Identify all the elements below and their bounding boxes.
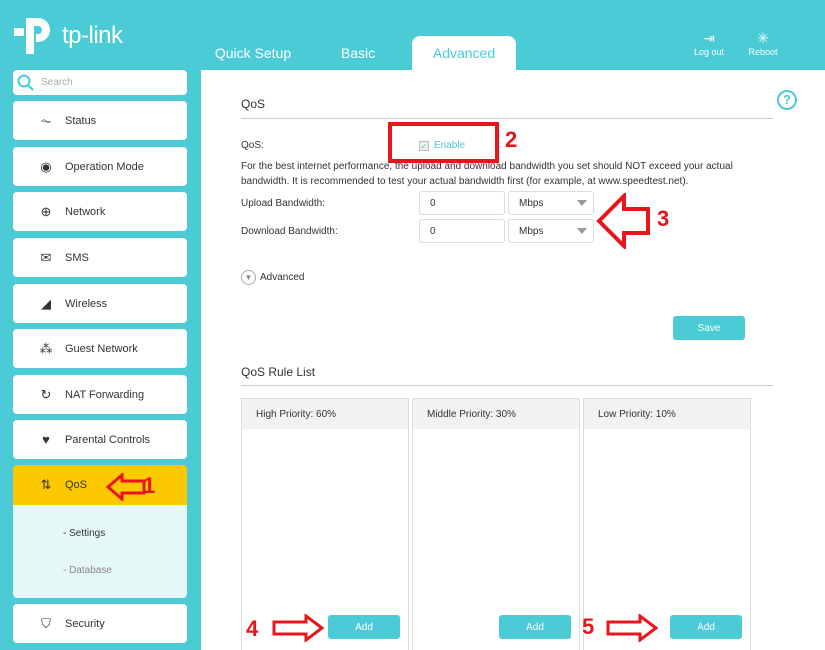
sidebar-item-status[interactable]: ⏦ Status bbox=[13, 101, 187, 140]
wifi-icon: ◢ bbox=[41, 295, 51, 311]
reboot-button[interactable]: ✳ Reboot bbox=[738, 30, 788, 57]
add-low-priority-button[interactable]: Add bbox=[670, 615, 742, 639]
low-priority-column: Low Priority: 10% bbox=[583, 398, 751, 650]
advanced-toggle[interactable]: ▼ Advanced bbox=[241, 270, 304, 285]
submenu-database[interactable]: - Database bbox=[63, 565, 112, 576]
reboot-icon: ✳ bbox=[757, 30, 769, 46]
qos-section-title: QoS bbox=[241, 97, 266, 111]
sidebar-item-nat-forwarding[interactable]: ↻ NAT Forwarding bbox=[13, 375, 187, 414]
high-priority-column: High Priority: 60% bbox=[241, 398, 409, 650]
search-input[interactable]: Search bbox=[13, 70, 187, 95]
download-unit-select[interactable]: Mbps bbox=[508, 219, 594, 243]
note-line-2: bandwidth. It is recommended to test you… bbox=[241, 176, 689, 187]
toggle-icon: ◉ bbox=[40, 158, 52, 174]
note-line-1: For the best internet performance, the u… bbox=[241, 161, 733, 172]
up-down-arrows-icon: ⇅ bbox=[40, 477, 52, 492]
qos-submenu: - Settings - Database bbox=[13, 505, 187, 598]
heart-icon: ♥ bbox=[42, 432, 50, 447]
tab-basic[interactable]: Basic bbox=[340, 45, 376, 61]
main-panel bbox=[201, 70, 825, 650]
annotation-1: 1 bbox=[143, 473, 156, 498]
annotation-2: 2 bbox=[505, 127, 518, 152]
tp-link-logo: tp-link bbox=[12, 15, 172, 57]
tab-advanced[interactable]: Advanced bbox=[412, 36, 516, 70]
logout-icon: ⇥ bbox=[703, 30, 715, 46]
shield-icon: ⛉ bbox=[41, 615, 51, 631]
sidebar-item-operation-mode[interactable]: ◉ Operation Mode bbox=[13, 147, 187, 186]
globe-icon: ⊕ bbox=[40, 203, 52, 219]
annotation-arrow-3 bbox=[596, 193, 650, 249]
chevron-down-icon bbox=[577, 228, 587, 234]
sidebar-item-sms[interactable]: ✉ SMS bbox=[13, 238, 187, 277]
annotation-box-2 bbox=[388, 122, 499, 163]
annotation-3: 3 bbox=[657, 206, 670, 231]
sidebar-item-parental-controls[interactable]: ♥ Parental Controls bbox=[13, 420, 187, 459]
annotation-5: 5 bbox=[582, 614, 595, 639]
chevron-down-icon: ▼ bbox=[241, 270, 256, 285]
help-icon[interactable]: ? bbox=[777, 90, 797, 110]
annotation-arrow-1 bbox=[106, 473, 146, 501]
envelope-icon: ✉ bbox=[40, 249, 52, 265]
nat-icon: ↻ bbox=[40, 386, 52, 402]
sidebar-item-network[interactable]: ⊕ Network bbox=[13, 192, 187, 231]
guests-icon: ⁂ bbox=[39, 340, 53, 356]
middle-priority-column: Middle Priority: 30% bbox=[412, 398, 580, 650]
download-bandwidth-input[interactable]: 0 bbox=[419, 219, 505, 243]
sidebar-item-qos[interactable]: ⇅ QoS bbox=[13, 465, 187, 505]
qos-label: QoS: bbox=[241, 140, 264, 151]
annotation-arrow-4 bbox=[272, 614, 324, 642]
download-label: Download Bandwidth: bbox=[241, 226, 338, 237]
chevron-down-icon bbox=[577, 200, 587, 206]
enable-checkbox[interactable]: ✓ Enable bbox=[419, 140, 466, 151]
add-middle-priority-button[interactable]: Add bbox=[499, 615, 571, 639]
sidebar-item-guest-network[interactable]: ⁂ Guest Network bbox=[13, 329, 187, 368]
add-high-priority-button[interactable]: Add bbox=[328, 615, 400, 639]
annotation-4: 4 bbox=[246, 616, 259, 641]
upload-bandwidth-input[interactable]: 0 bbox=[419, 191, 505, 215]
rule-list-title: QoS Rule List bbox=[241, 365, 316, 379]
logout-button[interactable]: ⇥ Log out bbox=[684, 30, 734, 57]
divider bbox=[241, 118, 773, 119]
pulse-icon: ⏦ bbox=[40, 112, 52, 128]
sidebar-item-wireless[interactable]: ◢ Wireless bbox=[13, 284, 187, 323]
divider bbox=[241, 385, 773, 386]
logo-icon bbox=[14, 18, 50, 54]
checkbox-icon: ✓ bbox=[419, 140, 429, 151]
tab-quick-setup[interactable]: Quick Setup bbox=[214, 45, 292, 61]
upload-label: Upload Bandwidth: bbox=[241, 198, 325, 209]
sidebar-item-security[interactable]: ⛉ Security bbox=[13, 604, 187, 643]
submenu-settings[interactable]: - Settings bbox=[63, 528, 106, 539]
upload-unit-select[interactable]: Mbps bbox=[508, 191, 594, 215]
save-button[interactable]: Save bbox=[673, 316, 745, 340]
annotation-arrow-5 bbox=[606, 614, 658, 642]
search-icon bbox=[17, 74, 34, 91]
